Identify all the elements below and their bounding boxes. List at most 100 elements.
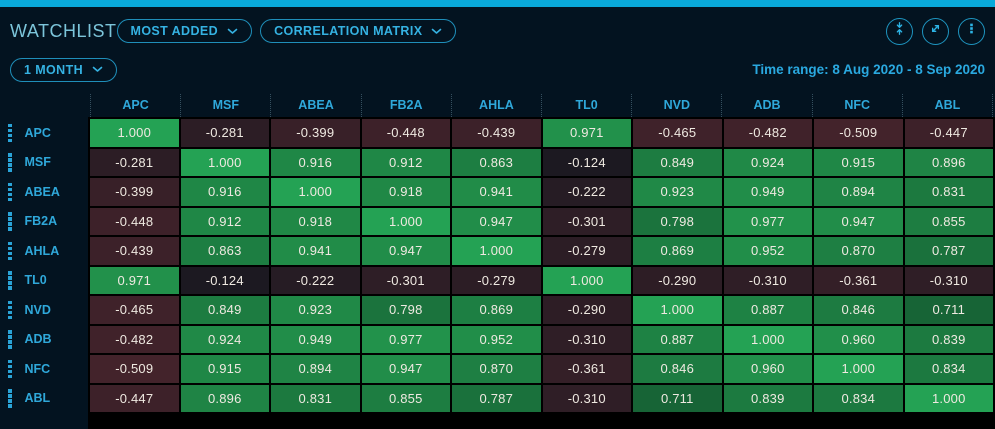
matrix-cell: -0.465 — [633, 119, 722, 147]
row-label-ahla[interactable]: AHLA — [0, 237, 88, 265]
period-dropdown[interactable]: 1 MONTH — [10, 57, 118, 82]
row-label-adb[interactable]: ADB — [0, 326, 88, 354]
matrix-cell: 0.846 — [814, 296, 903, 324]
matrix-cell: 0.894 — [271, 355, 360, 383]
matrix-cell: 0.855 — [904, 207, 993, 235]
matrix-cell: 0.947 — [814, 207, 903, 235]
time-range-label: Time range: 8 Aug 2020 - 8 Sep 2020 — [752, 62, 985, 77]
matrix-cell: 0.947 — [452, 207, 541, 235]
matrix-cell: 0.870 — [452, 355, 541, 383]
matrix-cell: -0.399 — [90, 178, 179, 206]
matrix-cell: -0.124 — [542, 148, 631, 176]
matrix-cell: 0.949 — [723, 178, 812, 206]
matrix-row-fb2a: -0.448 0.912 0.918 1.000 0.947 -0.301 0.798 0.9… — [90, 207, 993, 235]
matrix-cell: 0.787 — [904, 237, 993, 265]
matrix-cell: -0.439 — [452, 119, 541, 147]
collapse-button[interactable] — [886, 17, 913, 45]
row-ticker-label: FB2A — [24, 214, 58, 229]
matrix-cell: -0.439 — [90, 237, 179, 265]
matrix-cell: 0.846 — [633, 355, 722, 383]
drag-handle-icon[interactable] — [8, 153, 12, 172]
row-label-msf[interactable]: MSF — [0, 149, 88, 177]
matrix-cell: 0.971 — [542, 119, 631, 147]
matrix-cell: 0.798 — [633, 207, 722, 235]
matrix-cell: -0.279 — [452, 266, 541, 294]
matrix-cell: 0.834 — [814, 384, 903, 412]
matrix-cell: 0.952 — [452, 325, 541, 353]
drag-handle-icon[interactable] — [8, 271, 12, 290]
matrix-row-nvd: -0.465 0.849 0.923 0.798 0.869 -0.290 1.000 0.8… — [90, 296, 993, 324]
matrix-cell: 0.887 — [723, 296, 812, 324]
row-label-abl[interactable]: ABL — [0, 385, 88, 413]
matrix-cell: 0.896 — [904, 148, 993, 176]
matrix-cell: 0.977 — [723, 207, 812, 235]
matrix-cell: -0.310 — [542, 384, 631, 412]
row-label-nfc[interactable]: NFC — [0, 355, 88, 383]
matrix-cell: -0.290 — [542, 296, 631, 324]
matrix-row-abl: -0.447 0.896 0.831 0.855 0.787 -0.310 0.711 0.8… — [90, 384, 993, 412]
matrix-cell: 1.000 — [452, 237, 541, 265]
drag-handle-icon[interactable] — [8, 359, 12, 378]
matrix-cell: 0.923 — [633, 178, 722, 206]
matrix-cell: 0.960 — [723, 355, 812, 383]
matrix-row-ahla: -0.439 0.863 0.941 0.947 1.000 -0.279 0.869 0.9… — [90, 237, 993, 265]
matrix-cell: -0.222 — [271, 266, 360, 294]
matrix-cell: 0.924 — [723, 148, 812, 176]
row-label-abea[interactable]: ABEA — [0, 178, 88, 206]
matrix-cell: -0.448 — [361, 119, 450, 147]
matrix-cell: 0.894 — [814, 178, 903, 206]
matrix-cell: 1.000 — [361, 207, 450, 235]
matrix-cell: 0.923 — [271, 296, 360, 324]
drag-handle-icon[interactable] — [8, 241, 12, 260]
drag-handle-icon[interactable] — [8, 389, 12, 408]
drag-handle-icon[interactable] — [8, 330, 12, 349]
drag-handle-icon[interactable] — [8, 182, 12, 201]
drag-handle-icon[interactable] — [8, 300, 12, 319]
column-header-nfc: NFC — [811, 94, 902, 117]
column-header-msf: MSF — [180, 94, 270, 117]
widget-controls — [886, 17, 985, 45]
page-title: WATCHLIST — [10, 20, 117, 41]
expand-button[interactable] — [922, 17, 949, 45]
matrix-cell: -0.447 — [904, 119, 993, 147]
correlation-matrix-dropdown[interactable]: CORRELATION MATRIX — [260, 19, 457, 43]
more-options-button[interactable] — [958, 17, 985, 45]
row-label-fb2a[interactable]: FB2A — [0, 208, 88, 236]
matrix-body: APC MSF ABEA FB2A AHLA TL0 NVD ADB NFC ABL 1.000-… — [0, 117, 995, 429]
row-label-apc[interactable]: APC — [0, 119, 88, 147]
widget-header: WATCHLIST MOST ADDED CORRELATION MATRIX — [0, 16, 995, 46]
matrix-cell: 0.912 — [180, 207, 269, 235]
matrix-cell: 0.918 — [271, 207, 360, 235]
row-label-tl0[interactable]: TL0 — [0, 267, 88, 295]
matrix-row-apc: 1.000 -0.281 -0.399 -0.448 -0.439 0.971 -0.465… — [90, 119, 993, 147]
matrix-cell: 0.787 — [452, 384, 541, 412]
matrix-cell: 1.000 — [271, 178, 360, 206]
matrix-row-tl0: 0.971 -0.124 -0.222 -0.301 -0.279 1.000 -0.290… — [90, 266, 993, 294]
matrix-cell: 1.000 — [180, 148, 269, 176]
matrix-cell: 1.000 — [90, 119, 179, 147]
matrix-cell: 0.849 — [633, 148, 722, 176]
column-header-abl: ABL — [901, 94, 994, 117]
matrix-cell: 0.916 — [271, 148, 360, 176]
kebab-menu-icon — [965, 22, 978, 40]
row-label-nvd[interactable]: NVD — [0, 296, 88, 324]
matrix-cell: -0.290 — [633, 266, 722, 294]
matrix-cell: 0.869 — [452, 296, 541, 324]
matrix-cell: 0.839 — [904, 325, 993, 353]
matrix-row-msf: -0.281 1.000 0.916 0.912 0.863 -0.124 0.849 0.9… — [90, 148, 993, 176]
column-header-nvd: NVD — [631, 94, 721, 117]
matrix-cell: 0.971 — [90, 266, 179, 294]
drag-handle-icon[interactable] — [8, 123, 12, 142]
matrix-cell: -0.465 — [90, 296, 179, 324]
matrix-cell: -0.310 — [723, 266, 812, 294]
matrix-cell: 0.912 — [361, 148, 450, 176]
most-added-dropdown[interactable]: MOST ADDED — [116, 19, 253, 43]
matrix-column-headers: APC MSF ABEA FB2A AHLA TL0 NVD ADB NFC ABL — [0, 94, 995, 117]
matrix-cell: 0.896 — [180, 384, 269, 412]
drag-handle-icon[interactable] — [8, 212, 12, 231]
matrix-cell: 0.798 — [361, 296, 450, 324]
matrix-cell: 0.918 — [361, 178, 450, 206]
matrix-cell: 0.863 — [452, 148, 541, 176]
widget-accent-bar — [0, 0, 995, 7]
